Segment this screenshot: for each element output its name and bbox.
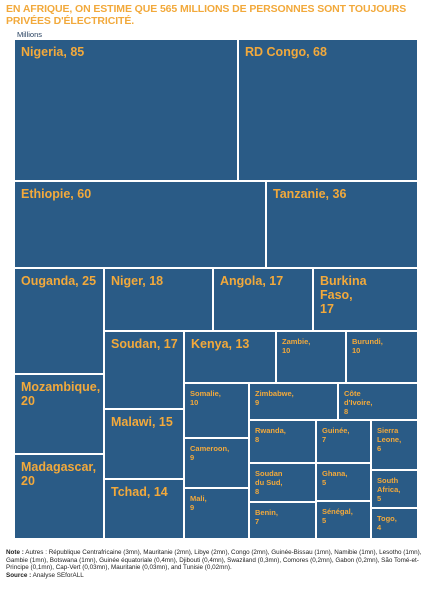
tile-label: Angola, 17 xyxy=(220,274,284,288)
tile-label: Nigeria, 85 xyxy=(21,45,85,59)
tile-label: Soudan du Sud, 8 xyxy=(255,469,283,496)
tile-label: Cameroon, 9 xyxy=(190,444,230,462)
tile-label: Madagascar, 20 xyxy=(21,460,97,488)
tile-ethiopie: Ethiopie, 60 xyxy=(14,181,266,268)
tile-rwanda: Rwanda, 8 xyxy=(249,420,316,463)
tile-label: Ethiopie, 60 xyxy=(21,187,92,201)
tile-label: Mozambique, 20 xyxy=(21,380,101,408)
tile-mozambique: Mozambique, 20 xyxy=(14,374,104,454)
tile-label: Tchad, 14 xyxy=(111,485,168,499)
tile-label: Sierra Leone, 6 xyxy=(377,426,402,453)
tile-togo: Togo, 4 xyxy=(371,508,418,539)
tile-label: Burkina Faso, 17 xyxy=(320,274,367,316)
note-label: Note : xyxy=(6,549,24,556)
tile-label: Zambie, 10 xyxy=(282,337,311,355)
tile-label: Malawi, 15 xyxy=(111,415,173,429)
tile-south-africa: South Africa, 5 xyxy=(371,470,418,508)
tile-senegal: Sénégal, 5 xyxy=(316,501,371,539)
tile-soudan: Soudan, 17 xyxy=(104,331,184,409)
tile-madagascar: Madagascar, 20 xyxy=(14,454,104,539)
tile-zimbabwe: Zimbabwe, 9 xyxy=(249,383,338,420)
source-label: Source : xyxy=(6,571,32,579)
tile-label: Côte d'Ivoire, 8 xyxy=(344,389,373,416)
tile-sierra-leone: Sierra Leone, 6 xyxy=(371,420,418,470)
tile-tanzanie: Tanzanie, 36 xyxy=(266,181,418,268)
tile-ghana: Ghana, 5 xyxy=(316,463,371,501)
tile-label: Zimbabwe, 9 xyxy=(255,389,294,407)
tile-kenya: Kenya, 13 xyxy=(184,331,276,383)
tile-angola: Angola, 17 xyxy=(213,268,313,331)
tile-benin: Benin, 7 xyxy=(249,502,316,539)
tile-label: Tanzanie, 36 xyxy=(273,187,347,201)
tile-label: Sénégal, 5 xyxy=(322,507,353,525)
tile-zambie: Zambie, 10 xyxy=(276,331,346,383)
tile-label: Guinée, 7 xyxy=(322,426,350,444)
tile-niger: Niger, 18 xyxy=(104,268,213,331)
tile-cote-d-ivoire: Côte d'Ivoire, 8 xyxy=(338,383,418,420)
chart-title: EN AFRIQUE, ON ESTIME QUE 565 MILLIONS D… xyxy=(6,3,407,27)
tile-tchad: Tchad, 14 xyxy=(104,479,184,539)
tile-label: Ghana, 5 xyxy=(322,469,348,487)
tile-mali: Mali, 9 xyxy=(184,488,249,539)
treemap: Nigeria, 85 RD Congo, 68 Ethiopie, 60 Tanza… xyxy=(14,39,418,539)
footnote: Note : Autres : République Centrafricain… xyxy=(6,549,428,579)
tile-malawi: Malawi, 15 xyxy=(104,409,184,479)
tile-label: Niger, 18 xyxy=(111,274,164,288)
tile-label: Soudan, 17 xyxy=(111,337,178,351)
tile-label: Benin, 7 xyxy=(255,508,278,526)
tile-label: Togo, 4 xyxy=(377,514,397,532)
tile-label: Somalie, 10 xyxy=(190,389,221,407)
tile-label: Kenya, 13 xyxy=(191,337,250,351)
tile-soudan-du-sud: Soudan du Sud, 8 xyxy=(249,463,316,502)
tile-rd-congo: RD Congo, 68 xyxy=(238,39,418,181)
tile-label: Ouganda, 25 xyxy=(21,274,97,288)
tile-guinee: Guinée, 7 xyxy=(316,420,371,463)
note-text: Autres : République Centrafricaine (3mn)… xyxy=(6,549,422,572)
tile-ouganda: Ouganda, 25 xyxy=(14,268,104,374)
tile-somalie: Somalie, 10 xyxy=(184,383,249,438)
tile-label: Rwanda, 8 xyxy=(255,426,286,444)
unit-label: Millions xyxy=(17,30,43,39)
tile-label: Mali, 9 xyxy=(190,494,207,512)
source-text: Analyse SEforALL xyxy=(32,571,84,579)
tile-cameroon: Cameroon, 9 xyxy=(184,438,249,488)
tile-label: RD Congo, 68 xyxy=(245,45,327,59)
tile-nigeria: Nigeria, 85 xyxy=(14,39,238,181)
tile-label: South Africa, 5 xyxy=(377,476,401,503)
tile-burundi: Burundi, 10 xyxy=(346,331,418,383)
tile-label: Burundi, 10 xyxy=(352,337,383,355)
tile-burkina-faso: Burkina Faso, 17 xyxy=(313,268,418,331)
